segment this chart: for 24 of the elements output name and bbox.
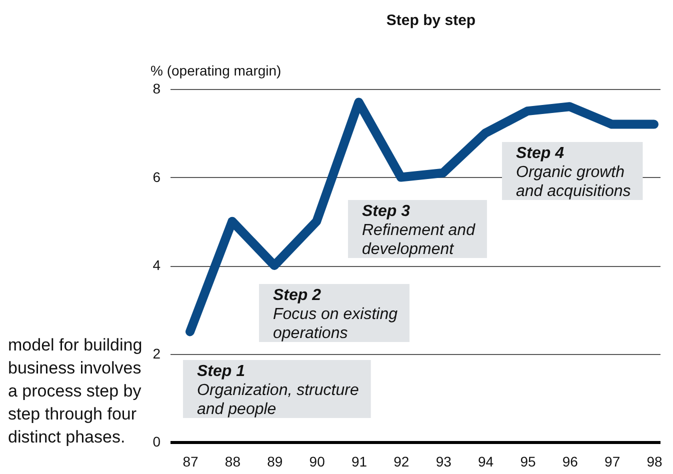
x-tick-label: 92 [394,454,410,470]
x-tick-label: 88 [224,454,241,470]
y-tick-label: 2 [152,345,161,362]
y-tick-label: 8 [152,80,161,96]
y-axis-title: % (operating margin) [150,62,282,78]
text: model for building business involves a process step by step through four distinct phases. [8,336,142,447]
x-tick-label: 97 [604,454,620,470]
annotation: Step 1 Organization, structure and people [197,363,359,418]
x-tick-label: 87 [182,454,199,470]
y-tick-label: 6 [152,168,161,185]
annotation: Step 3 Refinement and development [362,203,476,258]
chart-title: Step by step [386,12,476,29]
x-tick-label: 94 [478,454,494,470]
annotation: Step 2 Focus on existing operations [273,287,398,342]
x-tick-label: 90 [309,454,326,470]
x-tick-label: 95 [520,454,536,470]
x-tick-label: 91 [351,454,368,470]
y-tick-label: 4 [152,257,161,273]
x-tick-label: 98 [646,454,663,470]
x-tick-label: 96 [562,454,578,470]
annotation: Step 4 Organic growth and acquisitions [516,145,631,200]
x-tick-label: 93 [436,454,452,470]
y-tick-label: 0 [152,434,161,450]
x-tick-label: 89 [267,454,283,470]
